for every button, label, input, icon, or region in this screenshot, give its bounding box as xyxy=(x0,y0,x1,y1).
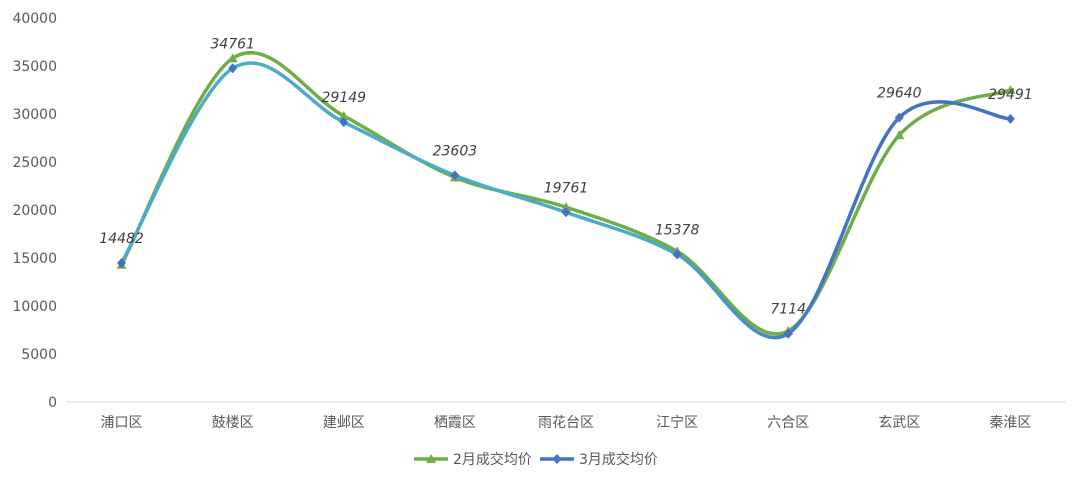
data-label: 23603 xyxy=(433,143,478,159)
diamond-marker xyxy=(672,249,682,260)
diamond-marker xyxy=(339,117,349,128)
y-tick-label: 10000 xyxy=(12,299,57,315)
x-tick-label: 秦淮区 xyxy=(989,415,1031,431)
series-lines xyxy=(116,50,1016,340)
legend-diamond-marker xyxy=(552,454,562,464)
data-label: 19761 xyxy=(544,180,589,196)
data-label: 15378 xyxy=(655,222,700,238)
diamond-marker xyxy=(1005,113,1015,124)
x-tick-label: 六合区 xyxy=(767,415,809,431)
data-label: 29491 xyxy=(988,87,1033,103)
data-label: 29149 xyxy=(322,90,367,106)
data-labels: 14482 34761 29149 23603 19761 15378 7114 29640 2… xyxy=(99,36,1032,317)
data-label: 34761 xyxy=(210,36,255,52)
x-tick-label: 雨花台区 xyxy=(538,415,594,431)
y-tick-label: 5000 xyxy=(21,347,57,363)
y-tick-label: 35000 xyxy=(12,59,57,75)
triangle-marker xyxy=(561,202,571,212)
y-tick-label: 30000 xyxy=(12,107,57,123)
x-tick-label: 浦口区 xyxy=(101,415,143,431)
x-tick-label: 建邺区 xyxy=(323,415,365,431)
legend-triangle-marker xyxy=(426,454,436,463)
data-label: 14482 xyxy=(99,231,144,247)
legend: 2月成交均价 3月成交均价 xyxy=(414,451,658,468)
x-tick-label: 栖霞区 xyxy=(434,415,476,431)
y-tick-label: 40000 xyxy=(12,11,57,27)
x-tick-label: 江宁区 xyxy=(656,414,698,431)
x-tick-label: 鼓楼区 xyxy=(212,415,254,431)
diamond-marker xyxy=(894,112,904,123)
series-line-2 xyxy=(120,61,1011,340)
diamond-marker xyxy=(117,257,127,268)
triangle-marker xyxy=(227,53,238,63)
triangle-marker xyxy=(894,130,905,140)
data-label: 7114 xyxy=(770,302,806,318)
y-tick-label: 0 xyxy=(48,395,57,411)
x-tick-label: 玄武区 xyxy=(878,414,920,431)
triangle-marker xyxy=(338,110,349,120)
diamond-marker xyxy=(228,63,238,74)
axes: 0 5000 10000 15000 20000 25000 30000 35000 40000… xyxy=(12,11,1066,431)
y-tick-label: 15000 xyxy=(12,251,57,267)
legend-label: 3月成交均价 xyxy=(579,451,658,468)
data-label: 29640 xyxy=(877,85,922,101)
y-tick-label: 25000 xyxy=(12,155,57,171)
triangle-marker xyxy=(1005,85,1016,94)
diamond-marker xyxy=(561,207,571,218)
diamond-marker xyxy=(450,170,460,181)
y-tick-label: 20000 xyxy=(12,203,57,219)
legend-label: 2月成交均价 xyxy=(453,451,532,468)
diamond-marker xyxy=(783,328,793,339)
